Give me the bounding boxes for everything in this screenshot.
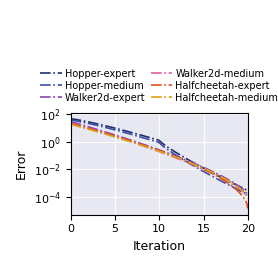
Walker2d-medium — [102, 131, 105, 135]
Halfcheetah-medium — [246, 197, 250, 200]
Walker2d-medium — [80, 124, 83, 128]
Line: Halfcheetah-expert: Halfcheetah-expert — [71, 124, 248, 209]
Halfcheetah-medium — [69, 123, 72, 126]
Walker2d-medium — [116, 136, 120, 139]
Hopper-medium — [116, 129, 120, 132]
Halfcheetah-expert — [80, 125, 83, 128]
X-axis label: Iteration: Iteration — [133, 240, 186, 253]
Walker2d-expert — [116, 134, 120, 137]
Walker2d-expert — [69, 120, 72, 123]
Halfcheetah-expert — [69, 122, 72, 125]
Hopper-medium — [80, 120, 83, 124]
Hopper-expert — [237, 185, 241, 188]
Hopper-medium — [69, 118, 72, 122]
Hopper-expert — [102, 124, 105, 127]
Line: Hopper-expert: Hopper-expert — [71, 119, 248, 191]
Line: Walker2d-medium: Walker2d-medium — [71, 123, 248, 198]
Halfcheetah-medium — [80, 126, 83, 129]
Walker2d-expert — [80, 123, 83, 126]
Hopper-medium — [76, 120, 80, 123]
Walker2d-medium — [231, 183, 234, 186]
Halfcheetah-expert — [116, 135, 120, 139]
Halfcheetah-expert — [246, 207, 250, 210]
Halfcheetah-expert — [102, 131, 105, 134]
Halfcheetah-expert — [76, 124, 80, 127]
Legend: Hopper-expert, Hopper-medium, Walker2d-expert, Walker2d-medium, Halfcheetah-expe: Hopper-expert, Hopper-medium, Walker2d-e… — [36, 65, 278, 107]
Line: Halfcheetah-medium: Halfcheetah-medium — [71, 124, 248, 198]
Line: Hopper-medium: Hopper-medium — [71, 120, 248, 195]
Halfcheetah-medium — [116, 136, 120, 139]
Walker2d-medium — [237, 187, 241, 190]
Walker2d-expert — [246, 194, 250, 197]
Hopper-expert — [69, 117, 72, 120]
Walker2d-medium — [76, 124, 80, 127]
Halfcheetah-expert — [237, 191, 241, 194]
Walker2d-medium — [246, 196, 250, 199]
Hopper-medium — [246, 193, 250, 196]
Y-axis label: Error: Error — [15, 148, 28, 179]
Line: Walker2d-expert: Walker2d-expert — [71, 121, 248, 195]
Hopper-expert — [246, 189, 250, 192]
Halfcheetah-medium — [102, 132, 105, 135]
Hopper-medium — [237, 189, 241, 192]
Walker2d-expert — [102, 130, 105, 133]
Walker2d-expert — [76, 122, 80, 125]
Hopper-expert — [80, 119, 83, 122]
Walker2d-expert — [231, 181, 234, 184]
Halfcheetah-medium — [231, 182, 234, 185]
Halfcheetah-expert — [231, 185, 234, 188]
Walker2d-expert — [237, 185, 241, 188]
Hopper-expert — [231, 181, 234, 185]
Walker2d-medium — [69, 121, 72, 125]
Halfcheetah-medium — [76, 125, 80, 128]
Hopper-medium — [102, 125, 105, 129]
Hopper-expert — [76, 118, 80, 121]
Halfcheetah-medium — [237, 186, 241, 189]
Hopper-expert — [116, 127, 120, 131]
Hopper-medium — [231, 185, 234, 189]
